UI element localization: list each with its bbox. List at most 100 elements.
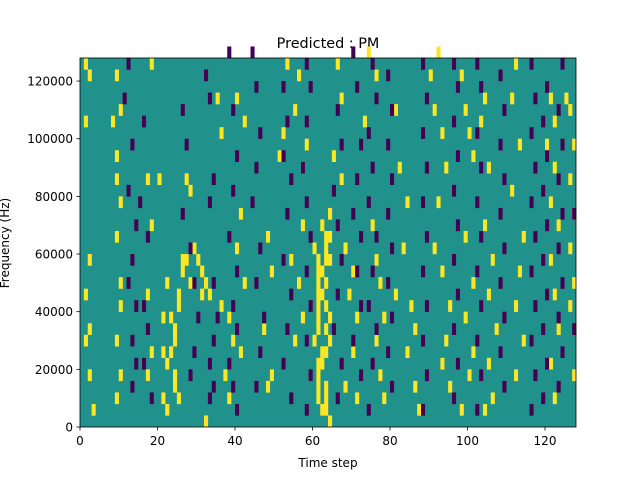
x-tick-label: 120 <box>534 434 557 448</box>
heatmap-cell-high <box>87 254 92 266</box>
heatmap-cell-high <box>173 369 178 382</box>
heatmap-cell-high <box>192 242 197 255</box>
heatmap-cell-high <box>374 254 379 266</box>
heatmap-cell-low <box>235 150 240 162</box>
heatmap-cell-high <box>328 334 333 347</box>
heatmap-cell-high <box>145 173 150 186</box>
heatmap-cell-low <box>502 173 507 186</box>
heatmap-cell-high <box>266 230 271 243</box>
heatmap-cell-low <box>204 69 209 82</box>
heatmap-cell-high <box>285 58 290 70</box>
x-axis-label: Time step <box>297 456 357 470</box>
heatmap-cell-high <box>114 173 119 186</box>
heatmap-cell-low <box>498 138 503 151</box>
heatmap-cell-low <box>207 196 212 209</box>
heatmap-cell-high <box>316 288 321 301</box>
heatmap-cell-low <box>502 380 507 393</box>
heatmap-cell-high <box>486 288 491 301</box>
heatmap-cell-high <box>572 277 577 289</box>
heatmap-cell-low <box>533 161 538 174</box>
heatmap-cell-high <box>188 184 193 197</box>
heatmap-cell-low <box>421 265 426 278</box>
heatmap-cell-high <box>118 369 123 382</box>
heatmap-cell-low <box>289 392 294 405</box>
heatmap-cell-high <box>173 334 178 347</box>
heatmap-cell-high <box>316 300 321 312</box>
heatmap-cells <box>83 46 577 428</box>
heatmap-cell-high <box>517 138 522 151</box>
heatmap-cell-low <box>304 115 309 128</box>
heatmap-cell-high <box>83 115 88 128</box>
heatmap-cell-high <box>300 219 305 232</box>
heatmap-cell-high <box>320 357 325 370</box>
heatmap-cell-low <box>126 184 131 197</box>
heatmap-cell-high <box>297 69 302 82</box>
heatmap-cell-high <box>149 346 154 359</box>
heatmap-cell-low <box>366 196 371 209</box>
heatmap-cell-low <box>262 311 267 324</box>
heatmap-cell-high <box>440 127 445 139</box>
heatmap-cell-low <box>304 403 309 416</box>
heatmap-cell-high <box>463 104 468 116</box>
heatmap-cell-high <box>366 46 371 59</box>
heatmap-cell-high <box>514 58 519 70</box>
heatmap-cell-high <box>316 323 321 335</box>
heatmap-cell-low <box>475 196 480 209</box>
heatmap-cell-low <box>560 138 565 151</box>
y-tick-label: 80000 <box>35 190 73 204</box>
heatmap-cell-high <box>324 230 329 243</box>
heatmap-cell-low <box>355 173 360 186</box>
heatmap-cell-high <box>87 323 92 335</box>
heatmap-cell-low <box>556 173 561 186</box>
y-tick-label: 100000 <box>27 132 73 146</box>
heatmap-cell-low <box>254 380 259 393</box>
heatmap-cell-low <box>192 277 197 289</box>
heatmap-cell-high <box>118 104 123 116</box>
heatmap-cell-high <box>370 219 375 232</box>
heatmap-cell-low <box>529 403 534 416</box>
heatmap-cell-low <box>180 104 185 116</box>
x-tick-label: 80 <box>382 434 397 448</box>
heatmap-cell-high <box>444 161 449 174</box>
heatmap-cell-low <box>130 138 135 151</box>
heatmap-cell-low <box>254 161 259 174</box>
heatmap-cell-high <box>351 346 356 359</box>
heatmap-cell-high <box>378 369 383 382</box>
heatmap-cell-low <box>281 357 286 370</box>
heatmap-cell-high <box>324 277 329 289</box>
heatmap-cell-high <box>161 346 166 359</box>
heatmap-cell-low <box>560 207 565 220</box>
heatmap-cell-low <box>424 230 429 243</box>
x-tick-label: 40 <box>227 434 242 448</box>
heatmap-cell-low <box>452 392 457 405</box>
heatmap-cell-high <box>219 127 224 139</box>
heatmap-cell-low <box>308 300 313 312</box>
heatmap-cell-high <box>548 357 553 370</box>
heatmap-cell-low <box>126 277 131 289</box>
heatmap-cell-high <box>180 254 185 266</box>
heatmap-cell-low <box>421 403 426 416</box>
heatmap-cell-high <box>382 392 387 405</box>
heatmap-cell-low <box>541 254 546 266</box>
heatmap-cell-high <box>382 311 387 324</box>
heatmap-cell-low <box>355 81 360 93</box>
heatmap-cell-high <box>448 380 453 393</box>
heatmap-cell-low <box>339 138 344 151</box>
heatmap-cell-high <box>316 277 321 289</box>
heatmap-cell-low <box>142 300 147 312</box>
heatmap-cell-high <box>324 403 329 416</box>
heatmap-cell-low <box>145 323 150 335</box>
heatmap-cell-high <box>324 380 329 393</box>
heatmap-cell-high <box>297 277 302 289</box>
heatmap-cell-low <box>421 334 426 347</box>
heatmap-cell-high <box>393 104 398 116</box>
heatmap-cell-high <box>316 311 321 324</box>
heatmap-cell-high <box>467 369 472 382</box>
heatmap-cell-low <box>475 127 480 139</box>
heatmap-cell-low <box>235 323 240 335</box>
heatmap-cell-low <box>211 334 216 347</box>
y-tick-label: 0 <box>65 421 73 435</box>
heatmap-cell-high <box>572 369 577 382</box>
heatmap-cell-high <box>378 277 383 289</box>
heatmap-cell-low <box>231 380 236 393</box>
